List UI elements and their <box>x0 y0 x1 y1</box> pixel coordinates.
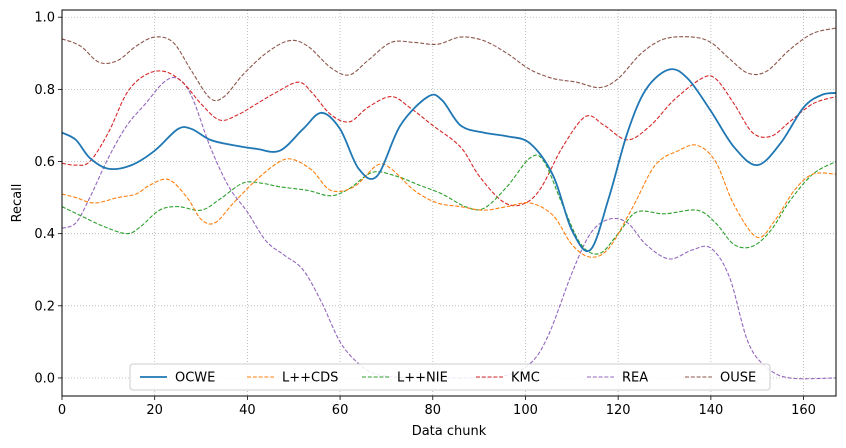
x-tick-label: 0 <box>58 403 66 418</box>
y-tick-label: 0.8 <box>34 83 55 98</box>
y-tick-label: 0.6 <box>34 155 55 170</box>
x-tick-label: 20 <box>146 403 163 418</box>
y-axis-label: Recall <box>10 184 25 223</box>
series-line-ouse <box>62 27 836 102</box>
x-tick-label: 60 <box>332 403 349 418</box>
legend-label: KMC <box>511 371 540 386</box>
grid <box>61 10 836 396</box>
y-tick-label: 0.4 <box>34 227 55 242</box>
x-tick-label: 40 <box>239 403 256 418</box>
x-tick-label: 120 <box>606 403 631 418</box>
legend-box <box>129 363 771 391</box>
x-tick-label: 140 <box>698 403 723 418</box>
series-line-l-nie <box>62 154 836 255</box>
x-tick-label: 80 <box>425 403 442 418</box>
legend-label: OCWE <box>175 371 215 386</box>
x-axis-label: Data chunk <box>412 424 487 439</box>
y-tick-label: 0.2 <box>34 299 55 314</box>
x-tick-label: 100 <box>513 403 538 418</box>
series-line-l-cds <box>62 144 836 258</box>
legend-label: REA <box>622 371 648 386</box>
series-line-kmc <box>62 70 836 207</box>
plot-frame <box>61 9 837 397</box>
y-tick-label: 1.0 <box>34 11 55 26</box>
legend-label: OUSE <box>720 371 756 386</box>
legend: OCWE L++CDS L++NIE KMC REA OUSE <box>129 363 771 391</box>
series-line-ocwe <box>62 68 836 252</box>
legend-label: L++CDS <box>282 371 338 386</box>
ticks: 0 20 40 60 80 100 120 140 160 0.0 0.2 0.4 0.6 0.8 1.0 <box>34 11 816 418</box>
x-tick-label: 160 <box>791 403 816 418</box>
legend-label: L++NIE <box>397 371 448 386</box>
y-tick-label: 0.0 <box>34 371 55 386</box>
